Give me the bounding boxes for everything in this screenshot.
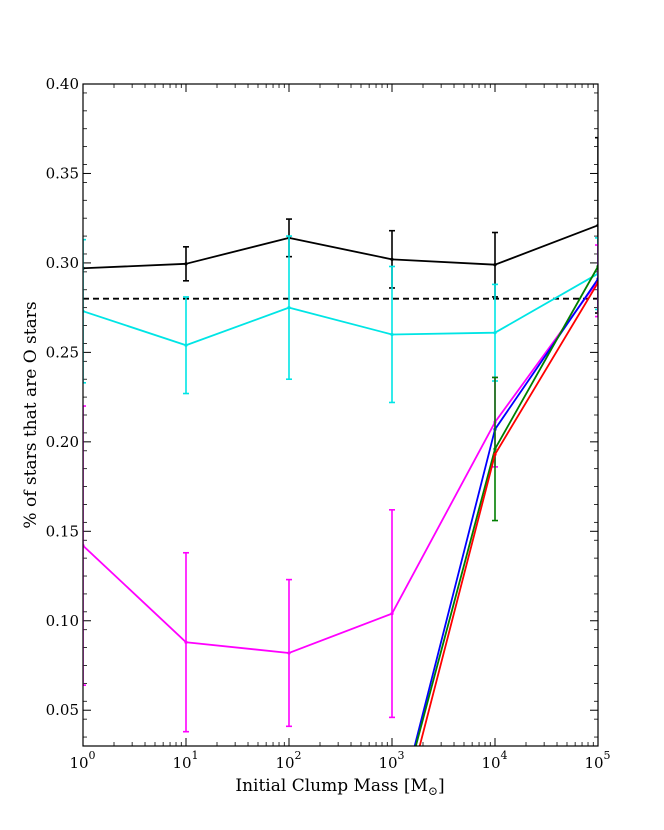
data-point-magenta [390, 612, 394, 616]
x-tick-exponent: 0 [89, 749, 96, 762]
x-tick-exponent: 2 [295, 749, 302, 762]
data-point-cyan [184, 343, 188, 347]
plot-frame [82, 83, 599, 747]
x-tick-label: 10 [275, 754, 294, 772]
x-tick-label: 10 [481, 754, 500, 772]
y-tick-label: 0.05 [46, 701, 79, 719]
x-tick-exponent: 4 [501, 749, 508, 762]
data-point-red [493, 452, 497, 456]
series-line-magenta [83, 280, 598, 654]
y-tick-label: 0.35 [46, 164, 79, 182]
y-tick-label: 0.10 [46, 612, 79, 630]
series-line-cyan [83, 272, 598, 347]
x-tick-label: 10 [584, 754, 603, 772]
x-tick-exponent: 3 [398, 749, 405, 762]
x-tick-exponent: 5 [604, 749, 611, 762]
data-point-cyan [287, 306, 291, 310]
data-point-black [184, 262, 188, 266]
x-tick-label: 10 [378, 754, 397, 772]
data-point-green [493, 447, 497, 451]
x-tick-exponent: 1 [192, 749, 199, 762]
y-tick-label: 0.15 [46, 522, 79, 540]
data-point-cyan [390, 332, 394, 337]
data-point-black [390, 257, 394, 261]
data-point-cyan [493, 331, 497, 335]
data-point-magenta [287, 651, 291, 655]
x-tick-label: 10 [172, 754, 191, 772]
y-tick-label: 0.30 [46, 254, 79, 272]
data-point-magenta [184, 640, 188, 644]
series-line-black [83, 224, 598, 270]
y-tick-label: 0.40 [46, 75, 79, 93]
plot-area [83, 136, 598, 746]
x-axis-label: Initial Clump Mass [M⊙] [235, 776, 444, 798]
y-tick-label: 0.20 [46, 433, 79, 451]
y-tick-label: 0.25 [46, 343, 79, 361]
axis-ticks [82, 83, 599, 746]
y-axis-label: % of stars that are O stars [21, 301, 41, 528]
x-tick-label: 10 [69, 754, 88, 772]
data-point-black [493, 263, 497, 267]
